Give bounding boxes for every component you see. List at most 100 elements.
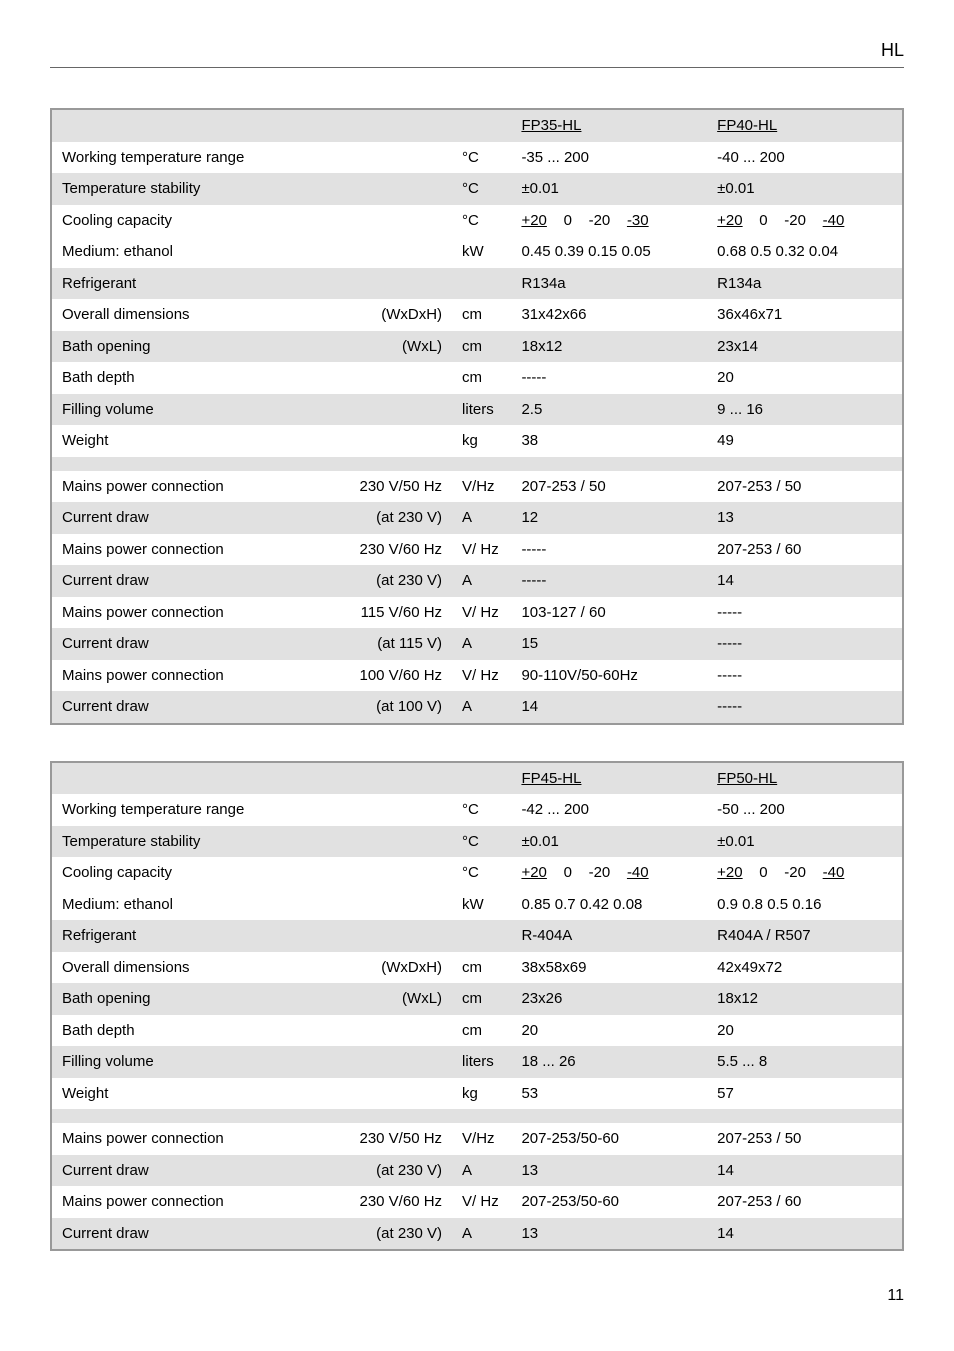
row-value: R134a — [707, 268, 903, 300]
row-paren: 115 V/60 Hz — [317, 597, 452, 629]
row-paren — [317, 1015, 452, 1047]
row-paren: (at 230 V) — [317, 1155, 452, 1187]
row-unit: A — [452, 502, 511, 534]
row-unit: V/ Hz — [452, 660, 511, 692]
row-unit: liters — [452, 1046, 511, 1078]
row-paren: 230 V/60 Hz — [317, 534, 452, 566]
row-value: 13 — [511, 1218, 707, 1251]
row-unit: °C — [452, 794, 511, 826]
table-header-blank — [452, 762, 511, 795]
row-value: ±0.01 — [511, 826, 707, 858]
row-value: 38x58x69 — [511, 952, 707, 984]
row-value: -40 ... 200 — [707, 142, 903, 174]
row-label: Working temperature range — [51, 142, 317, 174]
row-paren — [317, 268, 452, 300]
row-unit: V/ Hz — [452, 534, 511, 566]
spec-table-1: FP35-HLFP40-HLWorking temperature range°… — [50, 108, 904, 725]
row-label: Cooling capacity — [51, 205, 317, 237]
spec-table-2: FP45-HLFP50-HLWorking temperature range°… — [50, 761, 904, 1252]
row-value: 207-253/50-60 — [511, 1123, 707, 1155]
row-paren — [317, 794, 452, 826]
row-label: Bath depth — [51, 1015, 317, 1047]
row-value: 207-253/50-60 — [511, 1186, 707, 1218]
row-label: Working temperature range — [51, 794, 317, 826]
row-value: ----- — [707, 597, 903, 629]
row-value: ----- — [511, 362, 707, 394]
row-unit: V/Hz — [452, 471, 511, 503]
row-value: 20 — [707, 1015, 903, 1047]
row-paren: (at 230 V) — [317, 502, 452, 534]
row-value: 38 — [511, 425, 707, 457]
row-value: 18x12 — [511, 331, 707, 363]
row-value: 9 ... 16 — [707, 394, 903, 426]
row-value: ----- — [707, 628, 903, 660]
row-label: Temperature stability — [51, 173, 317, 205]
row-value: 2.5 — [511, 394, 707, 426]
header-title: HL — [881, 40, 904, 60]
row-label: Bath depth — [51, 362, 317, 394]
row-paren — [317, 920, 452, 952]
row-paren: (at 115 V) — [317, 628, 452, 660]
row-value: 207-253 / 50 — [707, 1123, 903, 1155]
row-paren: (WxDxH) — [317, 299, 452, 331]
row-value: 14 — [707, 1155, 903, 1187]
row-paren: (at 100 V) — [317, 691, 452, 724]
row-value: ----- — [511, 534, 707, 566]
model-header: FP50-HL — [717, 770, 777, 787]
row-unit: kg — [452, 425, 511, 457]
row-value: +20 0 -20 -40 — [707, 857, 903, 889]
table-header-blank — [51, 109, 317, 142]
model-header: FP35-HL — [521, 117, 581, 134]
row-label: Filling volume — [51, 394, 317, 426]
row-value: 207-253 / 50 — [707, 471, 903, 503]
row-label: Current draw — [51, 691, 317, 724]
row-label: Mains power connection — [51, 1186, 317, 1218]
row-unit: A — [452, 628, 511, 660]
row-value: 42x49x72 — [707, 952, 903, 984]
row-paren — [317, 1046, 452, 1078]
row-paren — [317, 826, 452, 858]
row-paren — [317, 142, 452, 174]
row-label: Filling volume — [51, 1046, 317, 1078]
row-unit: cm — [452, 983, 511, 1015]
row-unit: cm — [452, 1015, 511, 1047]
row-unit: A — [452, 565, 511, 597]
row-value: ----- — [707, 660, 903, 692]
row-value: 0.85 0.7 0.42 0.08 — [511, 889, 707, 921]
row-label: Temperature stability — [51, 826, 317, 858]
row-unit: cm — [452, 331, 511, 363]
model-header: FP40-HL — [717, 117, 777, 134]
row-label: Mains power connection — [51, 597, 317, 629]
row-value: 0.45 0.39 0.15 0.05 — [511, 236, 707, 268]
row-value: +20 0 -20 -40 — [707, 205, 903, 237]
row-unit: kg — [452, 1078, 511, 1110]
row-paren — [317, 205, 452, 237]
row-value: 20 — [511, 1015, 707, 1047]
row-value: +20 0 -20 -40 — [511, 857, 707, 889]
row-value: +20 0 -20 -30 — [511, 205, 707, 237]
row-label: Mains power connection — [51, 1123, 317, 1155]
table-header-blank — [317, 109, 452, 142]
row-label: Overall dimensions — [51, 299, 317, 331]
row-value: 53 — [511, 1078, 707, 1110]
row-value: 90-110V/50-60Hz — [511, 660, 707, 692]
row-value: 5.5 ... 8 — [707, 1046, 903, 1078]
row-label: Weight — [51, 425, 317, 457]
row-unit: kW — [452, 236, 511, 268]
row-value: 15 — [511, 628, 707, 660]
row-value: ----- — [707, 691, 903, 724]
row-unit: V/ Hz — [452, 597, 511, 629]
row-value: 14 — [511, 691, 707, 724]
row-label: Current draw — [51, 1218, 317, 1251]
blank-row — [51, 1109, 903, 1123]
row-value: 207-253 / 60 — [707, 534, 903, 566]
row-unit: kW — [452, 889, 511, 921]
row-value: -35 ... 200 — [511, 142, 707, 174]
row-value: 207-253 / 60 — [707, 1186, 903, 1218]
row-value: ±0.01 — [707, 173, 903, 205]
row-value: 57 — [707, 1078, 903, 1110]
row-label: Weight — [51, 1078, 317, 1110]
row-paren: (WxDxH) — [317, 952, 452, 984]
row-unit: V/Hz — [452, 1123, 511, 1155]
row-label: Mains power connection — [51, 534, 317, 566]
